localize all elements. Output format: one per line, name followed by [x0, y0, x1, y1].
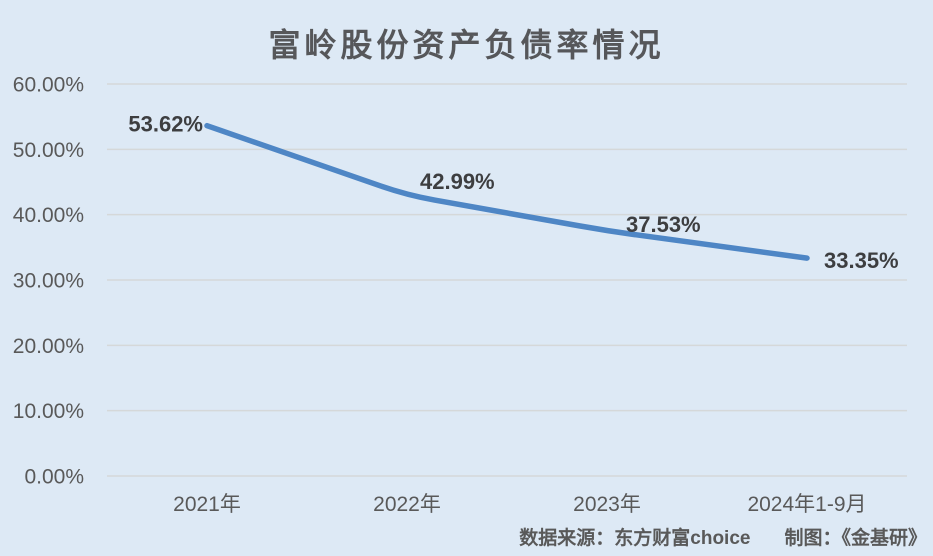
series-line — [204, 122, 810, 261]
x-tick-label: 2021年 — [173, 493, 241, 516]
credit-label: 制图：《金基研》 — [784, 528, 927, 549]
y-tick-label: 60.00% — [13, 74, 84, 97]
x-tick-label: 2023年 — [573, 493, 641, 516]
x-tick-label: 2022年 — [373, 493, 441, 516]
y-tick-label: 50.00% — [13, 139, 84, 162]
y-tick-label: 20.00% — [13, 335, 84, 358]
point-label: 53.62% — [128, 112, 203, 137]
y-tick-label: 10.00% — [13, 400, 84, 423]
y-tick-label: 30.00% — [13, 270, 84, 293]
y-tick-label: 40.00% — [13, 204, 84, 227]
point-label: 42.99% — [420, 169, 495, 194]
x-tick-label: 2024年1-9月 — [747, 493, 866, 516]
data-source-label: 数据来源：东方财富choice — [519, 528, 751, 549]
point-label: 33.35% — [824, 248, 899, 273]
chart-title: 富岭股份资产负债率情况 — [268, 27, 665, 63]
y-tick-label: 0.00% — [24, 466, 84, 489]
point-label: 37.53% — [626, 212, 701, 237]
source-note: 数据来源：东方财富choice 制图：《金基研》 — [519, 523, 927, 550]
